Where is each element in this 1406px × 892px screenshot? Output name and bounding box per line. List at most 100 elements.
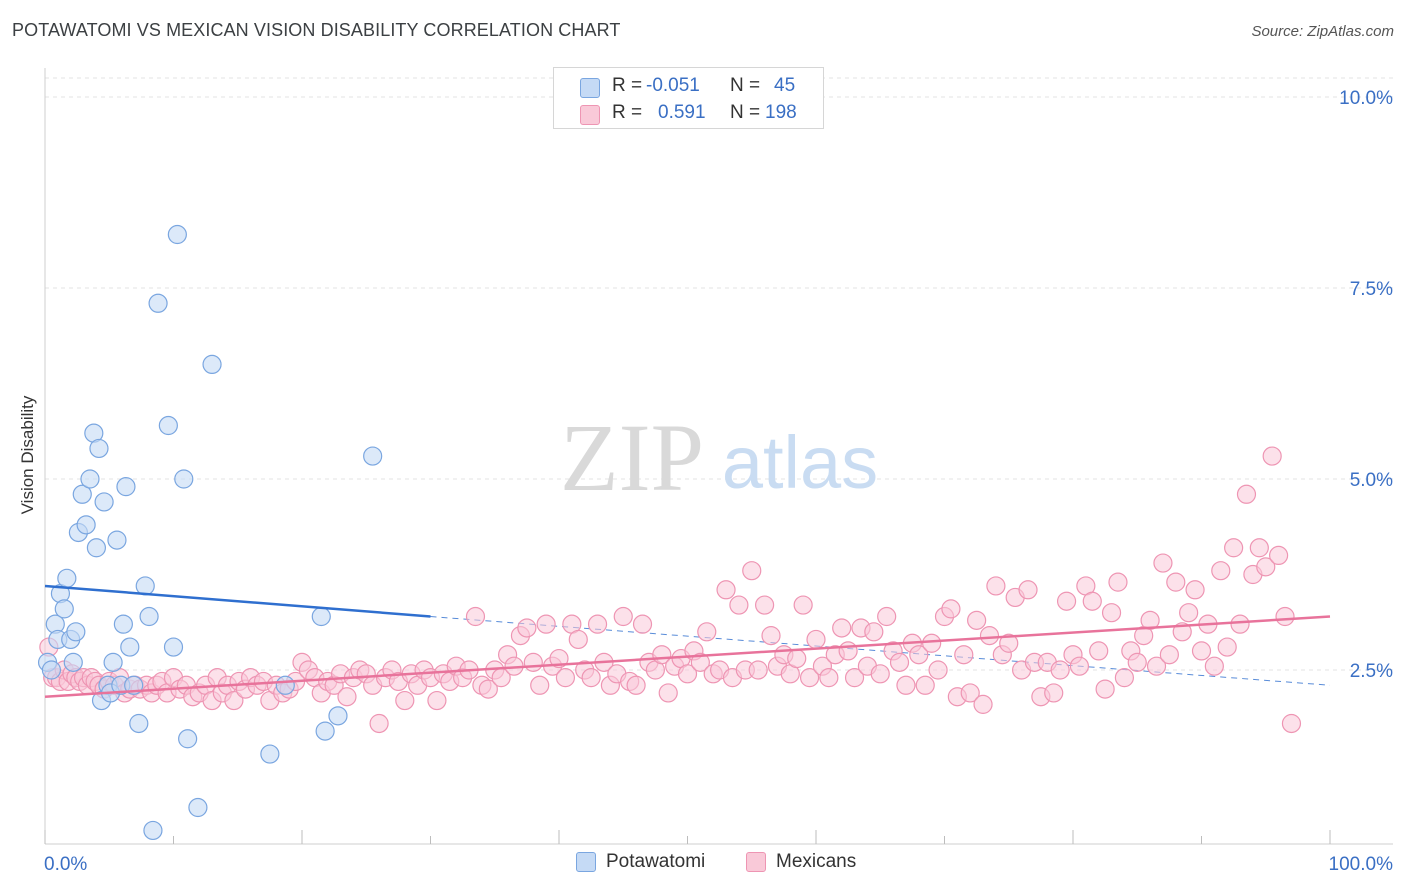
mexicans-point [1172, 622, 1192, 642]
mexicans-point [690, 652, 710, 672]
n-value: 45 [774, 75, 796, 96]
potawatomi-point [120, 637, 140, 657]
mexicans-point [1108, 572, 1128, 592]
mexicans-point [677, 664, 698, 684]
mexicans-point [658, 683, 678, 703]
mexicans-point [1140, 610, 1160, 630]
mexicans-point [889, 652, 910, 672]
mexicans-point [1044, 683, 1064, 703]
potawatomi-point [260, 744, 280, 764]
mexicans-point [742, 561, 762, 581]
mexicans-point [568, 629, 588, 650]
mexicans-point [806, 629, 826, 650]
r-label: R = [612, 102, 643, 123]
n-label: N = [730, 75, 761, 96]
legend-label-potawatomi: Potawatomi [606, 851, 706, 872]
mexicans-point [224, 690, 244, 711]
potawatomi-point [103, 652, 123, 672]
mexicans-point [465, 606, 486, 627]
watermark-atlas: atlas [722, 421, 878, 504]
n-value: 198 [765, 102, 797, 123]
potawatomi-point [275, 675, 295, 695]
legend-item-mexicans[interactable]: Mexicans [746, 851, 856, 873]
potawatomi-swatch [580, 78, 600, 98]
mexicans-point [787, 648, 807, 669]
mexicans-point [844, 668, 865, 688]
mexicans-point [922, 633, 942, 653]
stats-row-potawatomi: R = -0.051 N = 45 [554, 73, 825, 101]
mexicans-point [870, 664, 890, 684]
y-tick-label: 7.5% [1350, 279, 1393, 300]
mexicans-point [954, 645, 974, 665]
mexicans-point [896, 675, 916, 695]
source-label: Source: ZipAtlas.com [1251, 23, 1394, 40]
potawatomi-point [139, 606, 159, 627]
mexicans-point [1095, 679, 1115, 699]
potawatomi-point [158, 415, 178, 436]
potawatomi-point [80, 469, 100, 489]
trend-lines [430, 616, 1331, 686]
mexicans-point [1236, 484, 1257, 504]
mexicans-point [986, 576, 1006, 596]
r-value: -0.051 [646, 75, 700, 96]
mexicans-point [1275, 606, 1295, 627]
mexicans-point [1050, 660, 1070, 680]
mexicans-point [632, 614, 653, 634]
n-label: N = [730, 102, 761, 123]
mexicans-point [1262, 446, 1282, 466]
potawatomi-point [86, 538, 107, 558]
potawatomi-trend-solid [44, 584, 431, 618]
mexicans-legend-swatch [746, 852, 766, 872]
mexicans-point [1159, 645, 1179, 665]
mexicans-point [967, 610, 987, 630]
mexicans-point [1224, 538, 1244, 558]
mexicans-point [1056, 591, 1077, 611]
mexicans-point [626, 675, 646, 695]
stats-row-mexicans: R = 0.591 N = 198 [554, 100, 825, 128]
potawatomi-point [328, 706, 348, 726]
mexicans-point [1146, 656, 1167, 676]
mexicans-point [697, 622, 717, 642]
watermark: ZIP atlas [560, 404, 878, 511]
mexicans-point [748, 660, 768, 680]
mexicans-point [337, 687, 357, 707]
mexicans-point [864, 622, 884, 642]
axes [44, 68, 1393, 845]
mexicans-point [1153, 553, 1173, 573]
mexicans-point [1101, 603, 1122, 623]
stats-legend: R = -0.051 N = 45 R = 0.591 N = 198 [553, 67, 824, 129]
y-tick-label: 5.0% [1350, 470, 1393, 491]
potawatomi-point [167, 224, 187, 245]
mexicans-point [1089, 641, 1109, 661]
mexicans-point [549, 648, 569, 669]
mexicans-point [581, 668, 601, 688]
potawatomi-trend-dashed [430, 616, 1331, 686]
mexicans-point [754, 595, 775, 615]
mexicans-point [1204, 656, 1224, 676]
mexicans-point [999, 633, 1019, 653]
mexicans-point [832, 618, 852, 638]
potawatomi-point [178, 729, 198, 749]
mexicans-point [395, 690, 415, 711]
potawatomi-point [188, 797, 208, 818]
potawatomi-point [107, 530, 127, 550]
r-label: R = [612, 75, 643, 96]
potawatomi-point [63, 652, 83, 672]
chart-title: POTAWATOMI VS MEXICAN VISION DISABILITY … [12, 20, 621, 40]
mexicans-point [1281, 713, 1302, 734]
mexicans-point [928, 660, 948, 680]
potawatomi-point [315, 721, 335, 741]
mexicans-point [729, 595, 749, 615]
potawatomi-point [113, 614, 133, 634]
potawatomi-point [174, 469, 194, 489]
mexicans-point [587, 614, 608, 634]
mexicans-point [1191, 641, 1212, 661]
potawatomi-point [66, 622, 86, 642]
mexicans-point [1217, 637, 1237, 657]
potawatomi-point [116, 477, 136, 497]
mexicans-point [1166, 572, 1186, 592]
legend-item-potawatomi[interactable]: Potawatomi [576, 851, 705, 873]
mexicans-point [1185, 580, 1205, 600]
mexicans-point [1268, 545, 1289, 566]
potawatomi-point [129, 713, 149, 734]
